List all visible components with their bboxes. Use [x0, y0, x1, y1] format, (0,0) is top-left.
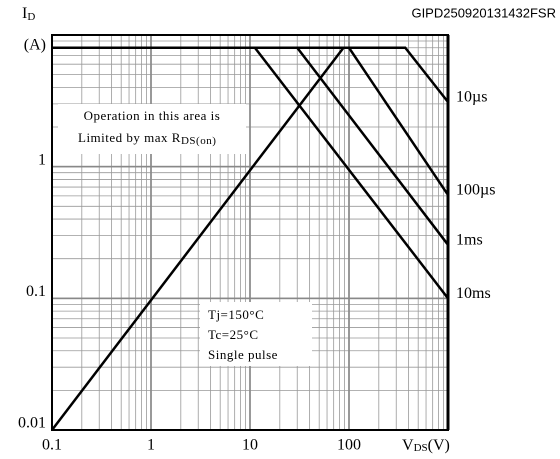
x-tick-label: 10: [242, 437, 258, 454]
x-tick-label: 0.1: [42, 437, 62, 454]
series-label: 1ms: [456, 231, 483, 248]
y-tick-label: 1: [38, 151, 46, 168]
annotation-box: [58, 104, 246, 154]
annotation-line: Single pulse: [208, 347, 278, 362]
annotation-sub: DS(on): [181, 135, 216, 147]
x-tick-label: 1: [147, 437, 155, 454]
annotation-box: [200, 302, 312, 366]
figure-code: GIPD250920131432FSR: [411, 5, 556, 20]
annotation-2: Tj=150°C Tc=25°C Single pulse: [200, 302, 312, 366]
annotation-1: Operation in this area is Limited by max …: [58, 104, 246, 154]
y-tick-label: 0.01: [18, 415, 46, 432]
series-label: 10µs: [456, 89, 487, 106]
annotation-line: Tc=25°C: [208, 327, 259, 342]
limit-line: [51, 47, 345, 431]
series-label: 10ms: [456, 285, 491, 302]
y-axis-label: ID: [22, 5, 35, 23]
x-label-unit: (V): [428, 437, 450, 454]
y-label-main: I: [22, 5, 27, 22]
x-tick-label: 100: [337, 437, 361, 454]
annotation-text: Limited by max R: [78, 130, 181, 145]
x-axis-label: VDS(V): [402, 437, 450, 454]
x-label-sub: DS: [414, 442, 428, 454]
y-axis-unit: (A): [24, 37, 46, 54]
annotation-line: Operation in this area is: [84, 108, 221, 123]
x-label-main: V: [402, 437, 414, 454]
y-tick-label: 0.1: [26, 283, 46, 300]
annotation-line: Limited by max RDS(on): [78, 130, 216, 147]
limit-line: [52, 46, 449, 300]
series-label: 100µs: [456, 182, 495, 199]
y-label-sub: D: [27, 11, 35, 23]
annotation-line: Tj=150°C: [208, 307, 264, 322]
